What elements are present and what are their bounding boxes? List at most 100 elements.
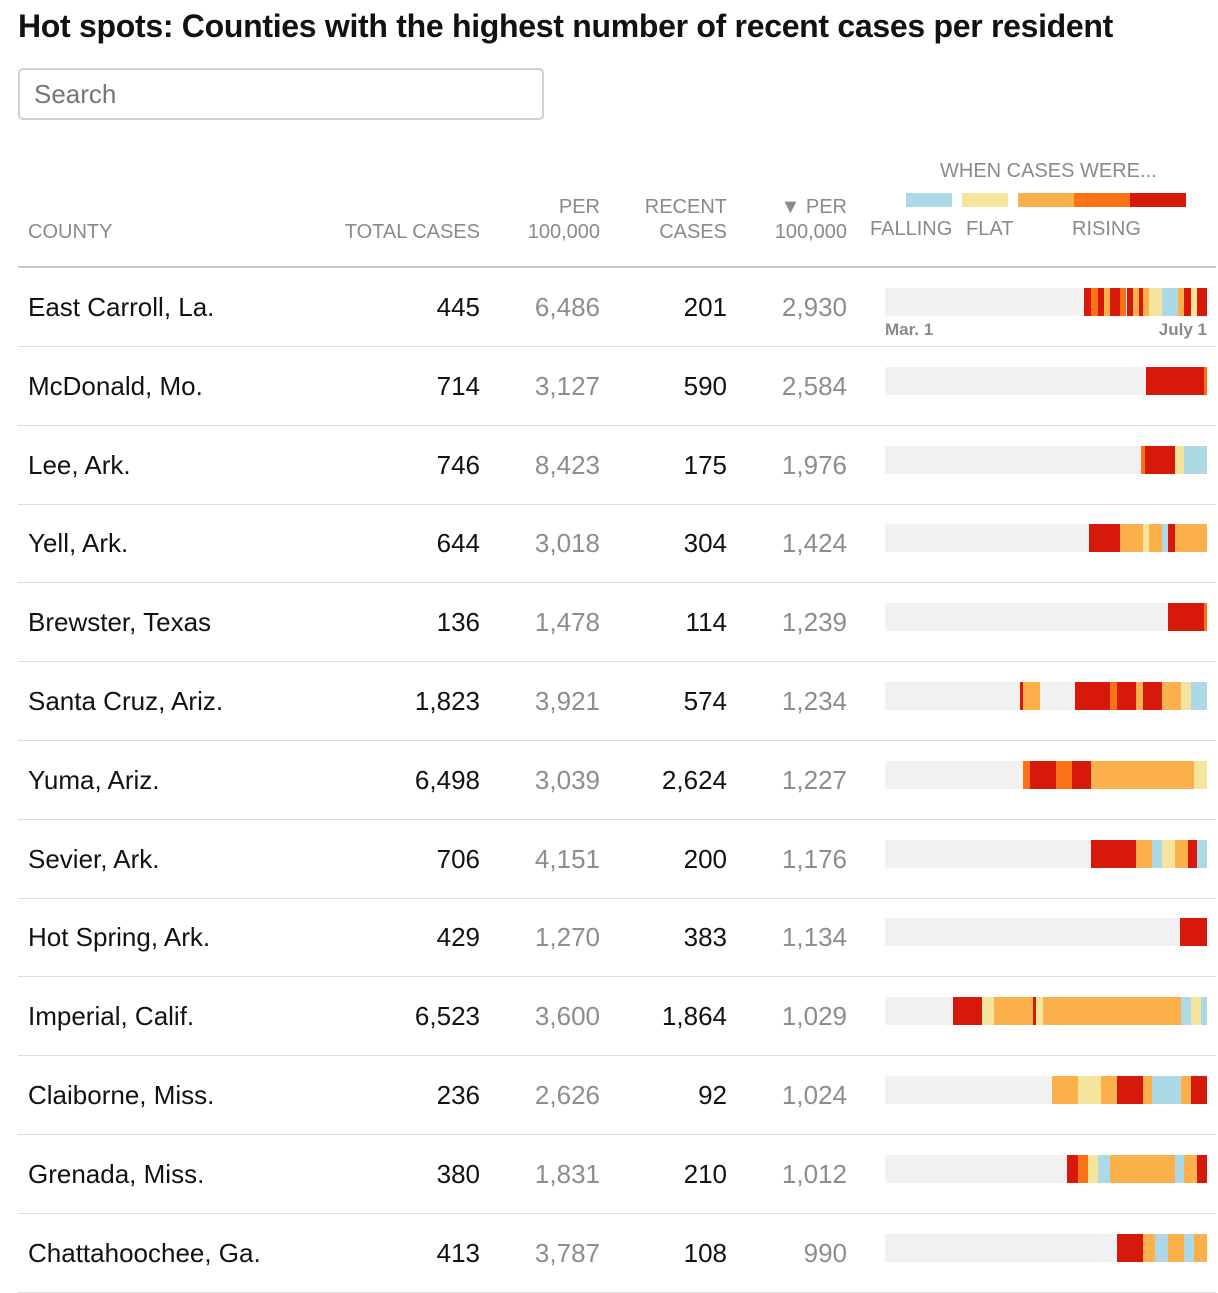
county-name: Chattahoochee, Ga. [28,1237,261,1268]
table-row[interactable]: Santa Cruz, Ariz. 1,823 3,921 574 1,234 [18,662,1216,741]
trend-segment [1126,288,1133,316]
county-name: Brewster, Texas [28,607,212,638]
trend-segment [1097,1154,1111,1183]
trend-segment [1110,288,1121,316]
table-row[interactable]: Chattahoochee, Ga. 413 3,787 108 990 [18,1214,1216,1293]
trend-segment [1078,1076,1101,1104]
total-cases: 413 [436,1237,480,1268]
total-cases: 136 [436,607,480,638]
trend-segment [1200,997,1207,1026]
cases-per-100k: 3,600 [534,1001,600,1032]
table-row[interactable]: Yell, Ark. 644 3,018 304 1,424 [18,504,1216,584]
trend-segment [1194,760,1207,789]
trend-segment [1179,918,1207,947]
trend-segment [1120,288,1127,316]
recent-cases-per-100k: 2,584 [781,370,847,401]
cases-per-100k: 3,921 [534,686,600,716]
trend-segment [1149,288,1162,316]
trend-segment [1144,445,1175,474]
table-row[interactable]: Sevier, Ark. 706 4,151 200 1,176 [18,820,1216,899]
search-input[interactable] [18,68,544,120]
axis-label-end: July 1 [1158,320,1207,339]
trend-segment [1142,288,1150,316]
column-header-recent-cases-line2[interactable]: CASES [659,221,727,243]
case-trend-bar [885,524,1207,553]
case-trend-bar [885,1154,1207,1183]
recent-cases-per-100k: 1,029 [781,1001,847,1032]
trend-segment [1174,524,1207,553]
table-row[interactable]: Brewster, Texas 136 1,478 114 1,239 [18,583,1216,663]
table-row[interactable]: Imperial, Calif. 6,523 3,600 1,864 1,029 [18,977,1216,1057]
trend-segment [1149,524,1162,553]
trend-segment [1161,682,1182,710]
trend-segment [1184,1233,1195,1262]
legend-label-rising: RISING [1072,218,1141,240]
trend-segment [1132,288,1140,316]
recent-cases: 574 [683,686,727,716]
legend-swatch-rising-2 [1074,193,1130,207]
recent-cases-per-100k: 1,234 [781,686,847,716]
trend-segment [1023,682,1040,710]
table-row[interactable]: East Carroll, La. 445 6,486 201 2,930 Mar. 1 J… [18,268,1216,347]
cases-per-100k: 6,486 [534,292,600,322]
legend-title: WHEN CASES WERE... [940,160,1157,182]
column-header-per-100k-line1[interactable]: PER [558,196,600,218]
trend-segment [1091,288,1098,316]
recent-cases: 92 [698,1080,727,1110]
trend-segment [1110,1154,1175,1183]
trend-segment [1184,445,1207,474]
column-header-recent-per-100k-line1[interactable]: ▼ PER [780,196,847,218]
recent-cases-per-100k: 1,976 [781,449,847,480]
trend-segment [1029,760,1056,789]
trend-segment [1184,1154,1198,1183]
trend-segment [1142,1233,1156,1262]
trend-segment [1203,603,1207,632]
trend-segment [1052,1076,1079,1104]
trend-segment [1140,445,1145,474]
table-row[interactable]: Hot Spring, Ark. 429 1,270 383 1,134 [18,898,1216,978]
column-header-recent-cases-line1[interactable]: RECENT [644,196,727,218]
county-name: Hot Spring, Ark. [28,922,211,953]
county-name: Sevier, Ark. [28,843,160,874]
trend-segment [1078,1154,1088,1183]
recent-cases-per-100k: 1,024 [781,1080,847,1110]
recent-cases: 590 [683,370,727,401]
trend-segment [1152,839,1162,868]
legend-label-flat: FLAT [966,218,1014,240]
case-trend-bar [885,918,1207,947]
trend-segment [1181,1076,1191,1104]
total-cases: 706 [436,843,480,874]
table-row[interactable]: Grenada, Miss. 380 1,831 210 1,012 [18,1135,1216,1214]
table-row[interactable]: Lee, Ark. 746 8,423 175 1,976 [18,426,1216,505]
trend-segment [1194,1233,1207,1262]
table-row[interactable]: McDonald, Mo. 714 3,127 590 2,584 [18,347,1216,426]
column-header-total-cases[interactable]: TOTAL CASES [344,221,480,243]
recent-cases-per-100k: 1,176 [781,843,847,874]
cases-per-100k: 3,039 [534,764,600,795]
table-row[interactable]: Claiborne, Miss. 236 2,626 92 1,024 [18,1056,1216,1135]
case-trend-bar [885,1233,1207,1262]
trend-segment [1168,1233,1185,1262]
table-row[interactable]: Yuma, Ariz. 6,498 3,039 2,624 1,227 [18,741,1216,820]
cases-per-100k: 3,787 [534,1237,600,1268]
recent-cases: 2,624 [661,764,727,795]
legend-label-falling: FALLING [870,218,953,240]
trend-segment [1136,839,1153,868]
recent-cases: 108 [683,1237,727,1268]
county-name: Grenada, Miss. [28,1158,205,1189]
column-header-per-100k-line2[interactable]: 100,000 [527,221,600,243]
trend-segment [1142,682,1162,710]
column-header-recent-per-100k-line2[interactable]: 100,000 [774,221,847,243]
trend-segment [1190,682,1207,710]
recent-cases: 114 [685,607,727,638]
recent-cases-per-100k: 1,424 [781,528,847,559]
trend-segment [1178,288,1185,316]
trend-segment [1203,366,1207,395]
column-header-county[interactable]: COUNTY [28,221,113,243]
trend-segment [1020,682,1024,710]
recent-cases-per-100k: 990 [803,1237,847,1268]
legend-swatch-rising-1 [1018,193,1074,207]
trend-segment [1055,760,1072,789]
trend-segment [1074,682,1079,710]
legend-swatch-rising-3 [1130,193,1186,207]
